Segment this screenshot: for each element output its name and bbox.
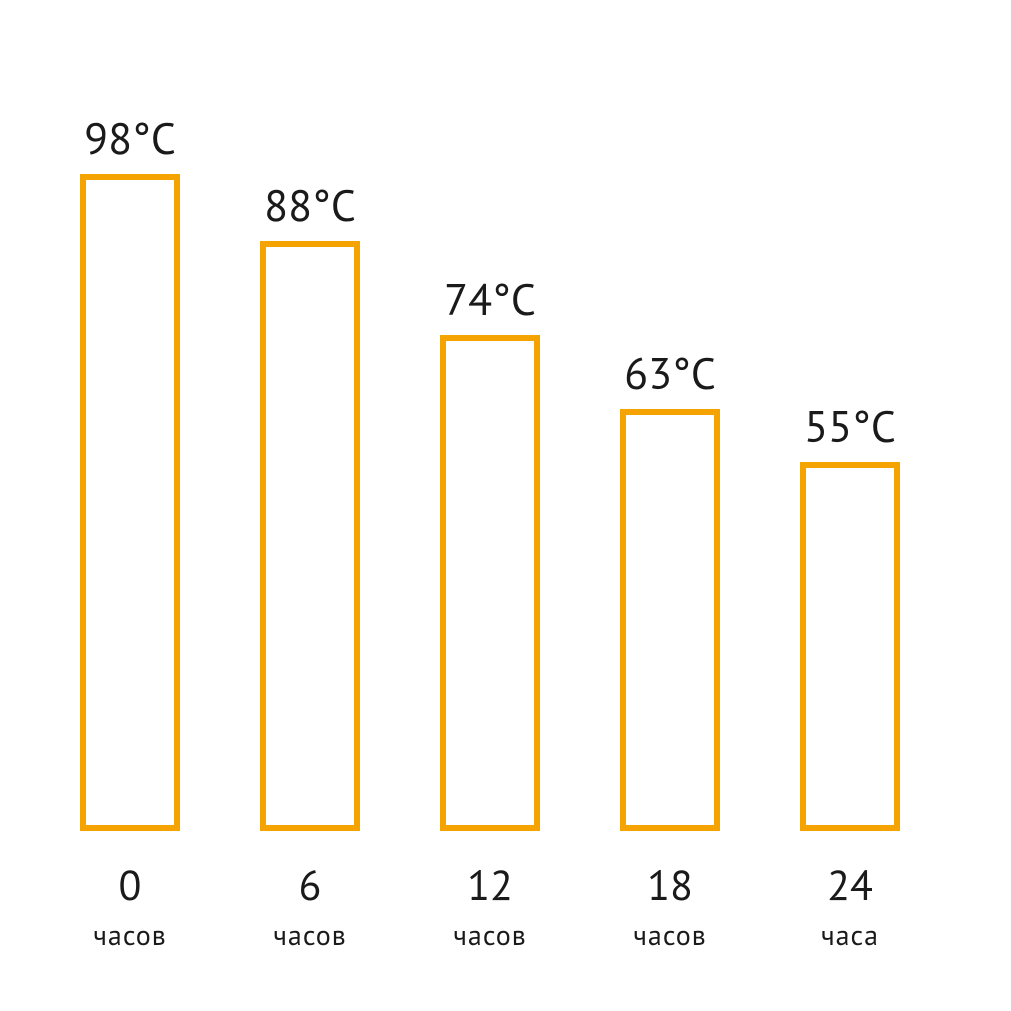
bar (620, 409, 720, 831)
bar (80, 174, 180, 831)
value-label: 63°C (624, 352, 716, 396)
x-axis-number: 24 (827, 864, 873, 906)
value-text: 74°C (444, 271, 536, 328)
value-label: 74°C (444, 278, 536, 322)
bar (260, 241, 360, 831)
temperature-chart: 98°C 0 часов 88°C 6 часов 74°C 12 часов … (80, 0, 960, 1011)
x-axis-unit: часов (93, 921, 167, 949)
x-axis-unit: часов (273, 921, 347, 949)
bar (800, 462, 900, 831)
value-text: 98°C (84, 110, 176, 167)
value-text: 88°C (264, 177, 356, 234)
bar (440, 335, 540, 831)
x-axis-number: 0 (119, 864, 142, 906)
value-label: 55°C (804, 405, 896, 449)
value-text: 63°C (624, 345, 716, 402)
x-axis-unit: часа (821, 921, 879, 949)
x-axis-number: 6 (299, 864, 322, 906)
value-label: 98°C (84, 117, 176, 161)
x-axis-unit: часов (453, 921, 527, 949)
x-axis-number: 12 (467, 864, 513, 906)
x-axis-number: 18 (647, 864, 693, 906)
x-axis-unit: часов (633, 921, 707, 949)
value-label: 88°C (264, 184, 356, 228)
value-text: 55°C (804, 398, 896, 455)
